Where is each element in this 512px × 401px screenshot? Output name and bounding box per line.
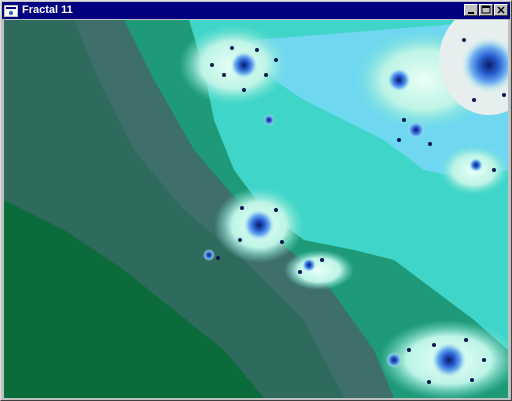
fractal-image — [4, 20, 508, 398]
close-button[interactable] — [494, 4, 508, 16]
close-icon — [497, 6, 505, 14]
window-title: Fractal 11 — [22, 4, 73, 16]
maximize-icon — [481, 5, 491, 14]
title-bar[interactable]: Fractal 11 — [2, 2, 510, 19]
window-controls — [463, 4, 508, 16]
fractal-canvas[interactable] — [4, 20, 508, 398]
fractal-app-icon[interactable] — [4, 4, 18, 17]
maximize-button[interactable] — [479, 4, 493, 16]
minimize-button[interactable] — [464, 4, 478, 16]
minimize-icon — [468, 12, 474, 14]
